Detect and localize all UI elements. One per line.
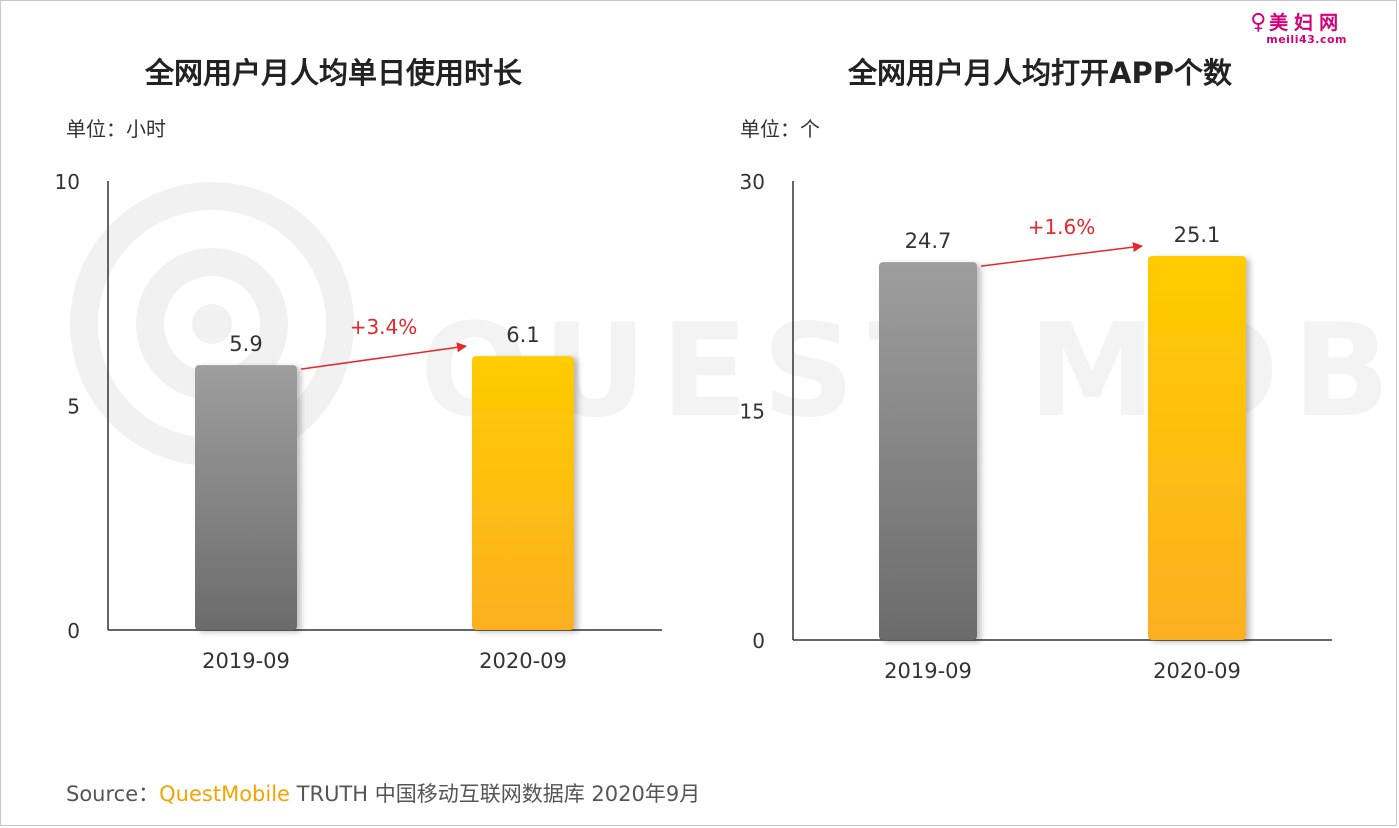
right-y-tick-label: 15: [740, 400, 765, 424]
logo-main-text: 美妇网: [1269, 12, 1345, 34]
left-value-label: 6.1: [506, 323, 539, 347]
right-value-label: 24.7: [905, 229, 952, 253]
left-bar-2019-09: [195, 365, 297, 630]
left-y-tick-label: 0: [67, 619, 80, 643]
left-category-label: 2019-09: [202, 649, 290, 673]
right-growth-label: +1.6%: [1028, 215, 1096, 239]
source-note: Source：QuestMobile TRUTH 中国移动互联网数据库 2020…: [66, 778, 700, 808]
right-category-label: 2020-09: [1153, 659, 1241, 683]
right-growth-arrow: [980, 242, 1143, 267]
right-y-tick-label: 30: [740, 170, 765, 194]
lady-silhouette-icon: ♀: [1250, 10, 1267, 35]
source-brand: QuestMobile: [159, 782, 290, 806]
left-growth-arrow: [300, 342, 467, 370]
left-chart-unit: 单位：小时: [66, 117, 166, 141]
left-growth-label: +3.4%: [350, 315, 418, 339]
site-logo: ♀ 美妇网 meili43.com: [1250, 8, 1347, 46]
right-bar-2020-09: [1148, 255, 1246, 640]
left-value-label: 5.9: [229, 332, 262, 356]
logo-sub-text: meili43.com: [1266, 33, 1347, 46]
right-category-label: 2019-09: [884, 659, 972, 683]
left-category-label: 2020-09: [479, 649, 567, 673]
right-value-label: 25.1: [1174, 223, 1221, 247]
source-rest: TRUTH 中国移动互联网数据库 2020年9月: [289, 782, 701, 806]
left-chart-title: 全网用户月人均单日使用时长: [145, 56, 523, 90]
right-bar-2019-09: [879, 262, 977, 640]
left-y-tick-label: 10: [55, 170, 80, 194]
left-bar-2020-09: [472, 356, 574, 630]
left-y-tick-label: 5: [67, 395, 80, 419]
source-prefix: Source：: [66, 782, 160, 806]
right-y-tick-label: 0: [752, 629, 765, 653]
right-chart-title: 全网用户月人均打开APP个数: [848, 56, 1232, 90]
right-chart-unit: 单位：个: [740, 117, 820, 141]
